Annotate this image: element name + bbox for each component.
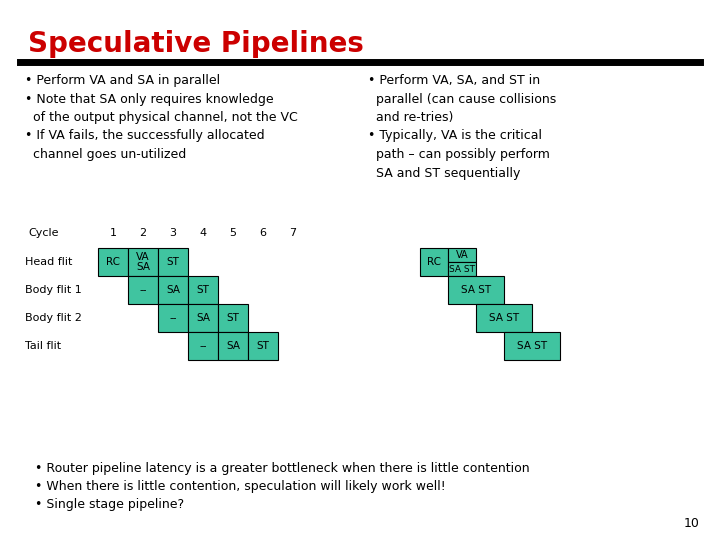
Text: ST: ST (197, 285, 210, 295)
Text: ST: ST (227, 313, 240, 323)
Text: SA ST: SA ST (461, 285, 491, 295)
Text: Tail flit: Tail flit (25, 341, 61, 351)
Bar (248, 332, 278, 360)
Bar (448, 248, 476, 262)
Text: SA ST: SA ST (517, 341, 547, 351)
Text: RC: RC (106, 257, 120, 267)
Bar (188, 304, 218, 332)
Text: • Perform VA, SA, and ST in
  parallel (can cause collisions
  and re-tries)
• T: • Perform VA, SA, and ST in parallel (ca… (368, 74, 557, 179)
Bar (218, 304, 248, 332)
Bar (188, 332, 218, 360)
Text: SA: SA (166, 285, 180, 295)
Text: --: -- (169, 313, 176, 323)
Text: 6: 6 (259, 228, 266, 238)
Text: SA ST: SA ST (489, 313, 519, 323)
Text: SA ST: SA ST (449, 265, 475, 273)
Bar (476, 304, 532, 332)
Text: 1: 1 (109, 228, 117, 238)
Bar (158, 276, 188, 304)
Text: Head flit: Head flit (25, 257, 73, 267)
Bar (98, 248, 128, 276)
Text: Cycle: Cycle (28, 228, 58, 238)
Bar (188, 276, 218, 304)
Text: Body flit 1: Body flit 1 (25, 285, 82, 295)
Text: 7: 7 (289, 228, 297, 238)
Text: SA: SA (196, 313, 210, 323)
Text: 10: 10 (684, 517, 700, 530)
Text: VA
SA: VA SA (136, 252, 150, 272)
Bar (448, 276, 504, 304)
Bar (420, 248, 448, 276)
Bar (158, 248, 188, 276)
Text: --: -- (199, 341, 207, 351)
Bar (448, 262, 476, 276)
Text: RC: RC (427, 257, 441, 267)
Text: Speculative Pipelines: Speculative Pipelines (28, 30, 364, 58)
Bar (128, 276, 158, 304)
Bar (128, 248, 158, 276)
Text: • When there is little contention, speculation will likely work well!: • When there is little contention, specu… (35, 480, 446, 493)
Text: Body flit 2: Body flit 2 (25, 313, 82, 323)
Text: 2: 2 (140, 228, 147, 238)
Text: 5: 5 (230, 228, 236, 238)
Text: ST: ST (166, 257, 179, 267)
Text: • Router pipeline latency is a greater bottleneck when there is little contentio: • Router pipeline latency is a greater b… (35, 462, 530, 475)
Text: 4: 4 (199, 228, 207, 238)
Text: • Single stage pipeline?: • Single stage pipeline? (35, 498, 184, 511)
Bar (158, 304, 188, 332)
Text: VA: VA (456, 250, 468, 260)
Text: SA: SA (226, 341, 240, 351)
Bar (218, 332, 248, 360)
Text: • Perform VA and SA in parallel
• Note that SA only requires knowledge
  of the : • Perform VA and SA in parallel • Note t… (25, 74, 298, 161)
Text: ST: ST (256, 341, 269, 351)
Bar (504, 332, 560, 360)
Text: --: -- (139, 285, 147, 295)
Text: 3: 3 (169, 228, 176, 238)
